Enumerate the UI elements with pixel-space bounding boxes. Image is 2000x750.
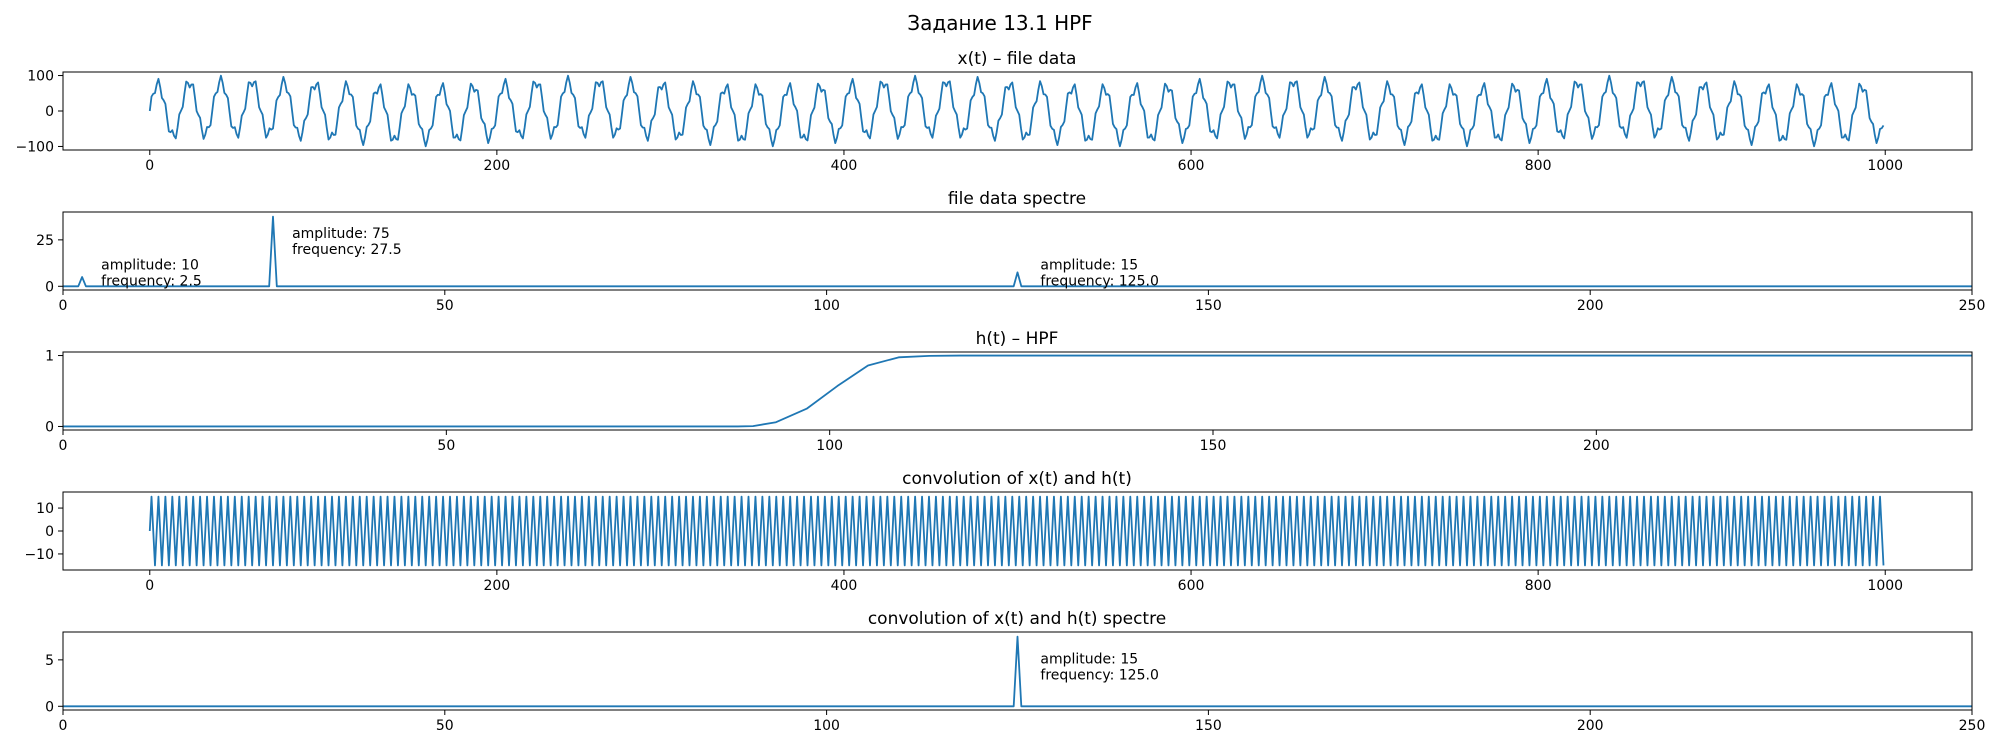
y-tick-label: 0: [45, 104, 54, 120]
x-tick-label: 400: [831, 578, 858, 594]
x-tick-label: 150: [1200, 438, 1227, 454]
x-tick-label: 200: [1577, 718, 1604, 734]
y-tick-label: 100: [27, 69, 54, 85]
y-tick-label: 25: [36, 233, 54, 249]
x-tick-label: 100: [813, 718, 840, 734]
convolution-plot: convolution of x(t) and h(t) 0 200 400 600 8…: [24, 469, 1973, 594]
peak-annotation-line: amplitude: 10: [101, 258, 199, 274]
series-line: [63, 354, 1972, 428]
convolution-spectrum-plot-title: convolution of x(t) and h(t) spectre: [868, 609, 1166, 629]
x-tick-label: 400: [831, 158, 858, 174]
x-tick-label: 0: [59, 438, 68, 454]
signal-spectrum-plot-title: file data spectre: [948, 189, 1086, 209]
y-tick-label: 0: [45, 699, 54, 715]
x-tick-label: 50: [437, 438, 455, 454]
x-tick-label: 50: [436, 718, 454, 734]
peak-annotation-line: frequency: 27.5: [292, 242, 402, 258]
y-tick-label: −10: [24, 547, 54, 563]
signal-plot: x(t) – file data 0 200 400 600 800 1000 −100 0 1…: [16, 49, 1973, 174]
series-line: [63, 635, 1972, 708]
figure-title: Задание 13.1 HPF: [907, 11, 1092, 35]
convolution-spectrum-plot: convolution of x(t) and h(t) spectre 0 50…: [45, 609, 1985, 734]
y-tick-label: 5: [45, 653, 54, 669]
peak-annotation-line: frequency: 125.0: [1040, 668, 1158, 684]
x-tick-label: 250: [1959, 718, 1986, 734]
x-tick-label: 1000: [1867, 578, 1903, 594]
x-tick-label: 0: [145, 158, 154, 174]
peak-annotation: amplitude: 15 frequency: 125.0: [1040, 258, 1158, 290]
x-tick-label: 50: [436, 298, 454, 314]
x-tick-label: 200: [1583, 438, 1610, 454]
x-tick-label: 0: [59, 718, 68, 734]
axes-frame: [62, 211, 1973, 291]
x-tick-label: 200: [1577, 298, 1604, 314]
x-tick-label: 150: [1195, 298, 1222, 314]
x-tick-label: 0: [145, 578, 154, 594]
peak-annotation: amplitude: 75 frequency: 27.5: [292, 226, 402, 258]
y-tick-label: 1: [45, 349, 54, 365]
x-tick-label: 200: [483, 158, 510, 174]
series-line: [63, 215, 1972, 288]
x-tick-label: 150: [1195, 718, 1222, 734]
peak-annotation-line: frequency: 125.0: [1040, 274, 1158, 290]
y-tick-label: 10: [36, 501, 54, 517]
x-tick-label: 800: [1525, 578, 1552, 594]
x-tick-label: 0: [59, 298, 68, 314]
signal-plot-title: x(t) – file data: [958, 49, 1077, 69]
peak-annotation-line: amplitude: 15: [1040, 258, 1138, 274]
series-line: [148, 74, 1885, 148]
series-line: [148, 495, 1885, 567]
x-tick-label: 600: [1178, 158, 1205, 174]
signal-spectrum-plot: file data spectre 0 50 100 150 200 250 0 25 ampl…: [36, 189, 1985, 314]
x-tick-label: 1000: [1867, 158, 1903, 174]
axes-frame: [62, 351, 1973, 431]
y-tick-label: 0: [45, 279, 54, 295]
peak-annotation: amplitude: 15 frequency: 125.0: [1040, 652, 1158, 684]
filter-response-plot-title: h(t) – HPF: [976, 329, 1059, 349]
convolution-plot-title: convolution of x(t) and h(t): [902, 469, 1132, 489]
x-tick-label: 250: [1959, 298, 1986, 314]
filter-response-plot: h(t) – HPF 0 50 100 150 200 0 1: [45, 329, 1973, 454]
peak-annotation-line: amplitude: 15: [1040, 652, 1138, 668]
peak-annotation-line: amplitude: 75: [292, 226, 390, 242]
x-tick-label: 800: [1525, 158, 1552, 174]
x-tick-label: 200: [483, 578, 510, 594]
y-tick-label: 0: [45, 524, 54, 540]
y-tick-label: 0: [45, 419, 54, 435]
y-tick-label: −100: [16, 139, 54, 155]
peak-annotation-line: frequency: 2.5: [101, 274, 202, 290]
x-tick-label: 600: [1178, 578, 1205, 594]
peak-annotation: amplitude: 10 frequency: 2.5: [101, 258, 202, 290]
x-tick-label: 100: [813, 298, 840, 314]
axes-frame: [62, 631, 1973, 711]
x-tick-label: 100: [816, 438, 843, 454]
